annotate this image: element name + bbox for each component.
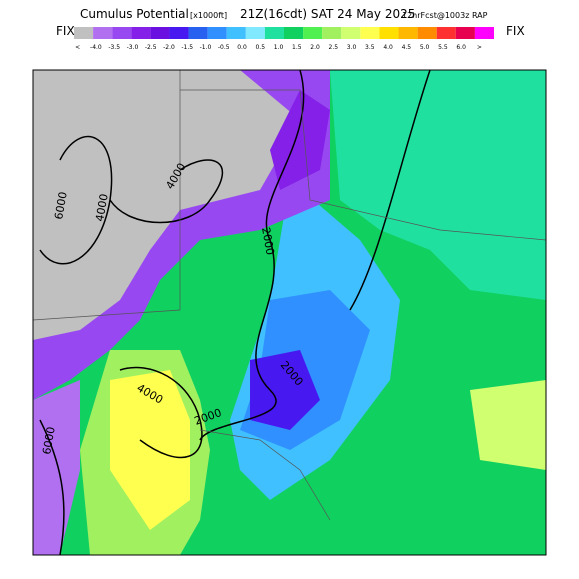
- colorbar-swatch: [131, 27, 151, 39]
- fix-left: FIX: [56, 24, 75, 38]
- colorbar-label: 4.0: [383, 44, 393, 51]
- colorbar: < -4.0 -3.5 -3.0 -2.5 -2.0 -1.5 -1.0 -0.5 0.0 0.5 1…: [74, 27, 494, 51]
- colorbar-swatch: [264, 27, 284, 39]
- colorbar-swatch: [207, 27, 227, 39]
- colorbar-label: 2.0: [310, 44, 320, 51]
- map: 4000 6000 4000 2000 2000 4000 2000 6000: [32, 69, 547, 556]
- colorbar-swatch: [417, 27, 437, 39]
- colorbar-label: 0.5: [255, 44, 265, 51]
- colorbar-label: 5.0: [420, 44, 430, 51]
- colorbar-swatch: [474, 27, 494, 39]
- colorbar-swatch: [226, 27, 246, 39]
- colorbar-swatch: [436, 27, 456, 39]
- colorbar-label: 3.0: [347, 44, 357, 51]
- colorbar-swatch: [93, 27, 113, 39]
- colorbar-label: 4.5: [402, 44, 412, 51]
- colorbar-swatch: [112, 27, 132, 39]
- colorbar-swatch: [360, 27, 380, 39]
- contour-label: 6000: [40, 426, 58, 456]
- contour-label: 6000: [52, 191, 70, 221]
- colorbar-swatch: [341, 27, 361, 39]
- units: [x1000ft]: [190, 11, 227, 20]
- colorbar-swatch: [398, 27, 418, 39]
- colorbar-label: -2.5: [145, 44, 157, 51]
- valid-time: 21Z(16cdt) SAT 24 May 2025: [240, 7, 415, 21]
- colorbar-swatch: [245, 27, 265, 39]
- colorbar-swatch: [74, 27, 94, 39]
- colorbar-label: 1.5: [292, 44, 302, 51]
- contour-label: 2000: [259, 226, 277, 256]
- fix-right: FIX: [506, 24, 525, 38]
- colorbar-swatch: [284, 27, 304, 39]
- colorbar-label: 5.5: [438, 44, 448, 51]
- colorbar-label: <: [75, 44, 80, 51]
- colorbar-label: -4.0: [90, 44, 102, 51]
- colorbar-swatch: [379, 27, 399, 39]
- contour-label: 4000: [93, 193, 111, 223]
- colorbar-swatch: [303, 27, 323, 39]
- colorbar-swatch: [169, 27, 189, 39]
- colorbar-label: >: [477, 44, 482, 51]
- title: Cumulus Potential: [80, 7, 189, 21]
- colorbar-swatch: [188, 27, 208, 39]
- colorbar-label: -1.5: [181, 44, 193, 51]
- colorbar-label: -3.0: [127, 44, 139, 51]
- colorbar-label: -0.5: [218, 44, 230, 51]
- colorbar-label: -2.0: [163, 44, 175, 51]
- colorbar-swatch: [150, 27, 170, 39]
- colorbar-label: 3.5: [365, 44, 375, 51]
- colorbar-label: 6.0: [456, 44, 466, 51]
- colorbar-label: 2.5: [329, 44, 339, 51]
- colorbar-swatch: [322, 27, 342, 39]
- forecast: 12hrFcst@1003z RAP: [402, 11, 488, 20]
- colorbar-label: 1.0: [274, 44, 284, 51]
- colorbar-label: -1.0: [200, 44, 212, 51]
- colorbar-label: 0.0: [237, 44, 247, 51]
- colorbar-label: -3.5: [108, 44, 120, 51]
- colorbar-swatch: [455, 27, 475, 39]
